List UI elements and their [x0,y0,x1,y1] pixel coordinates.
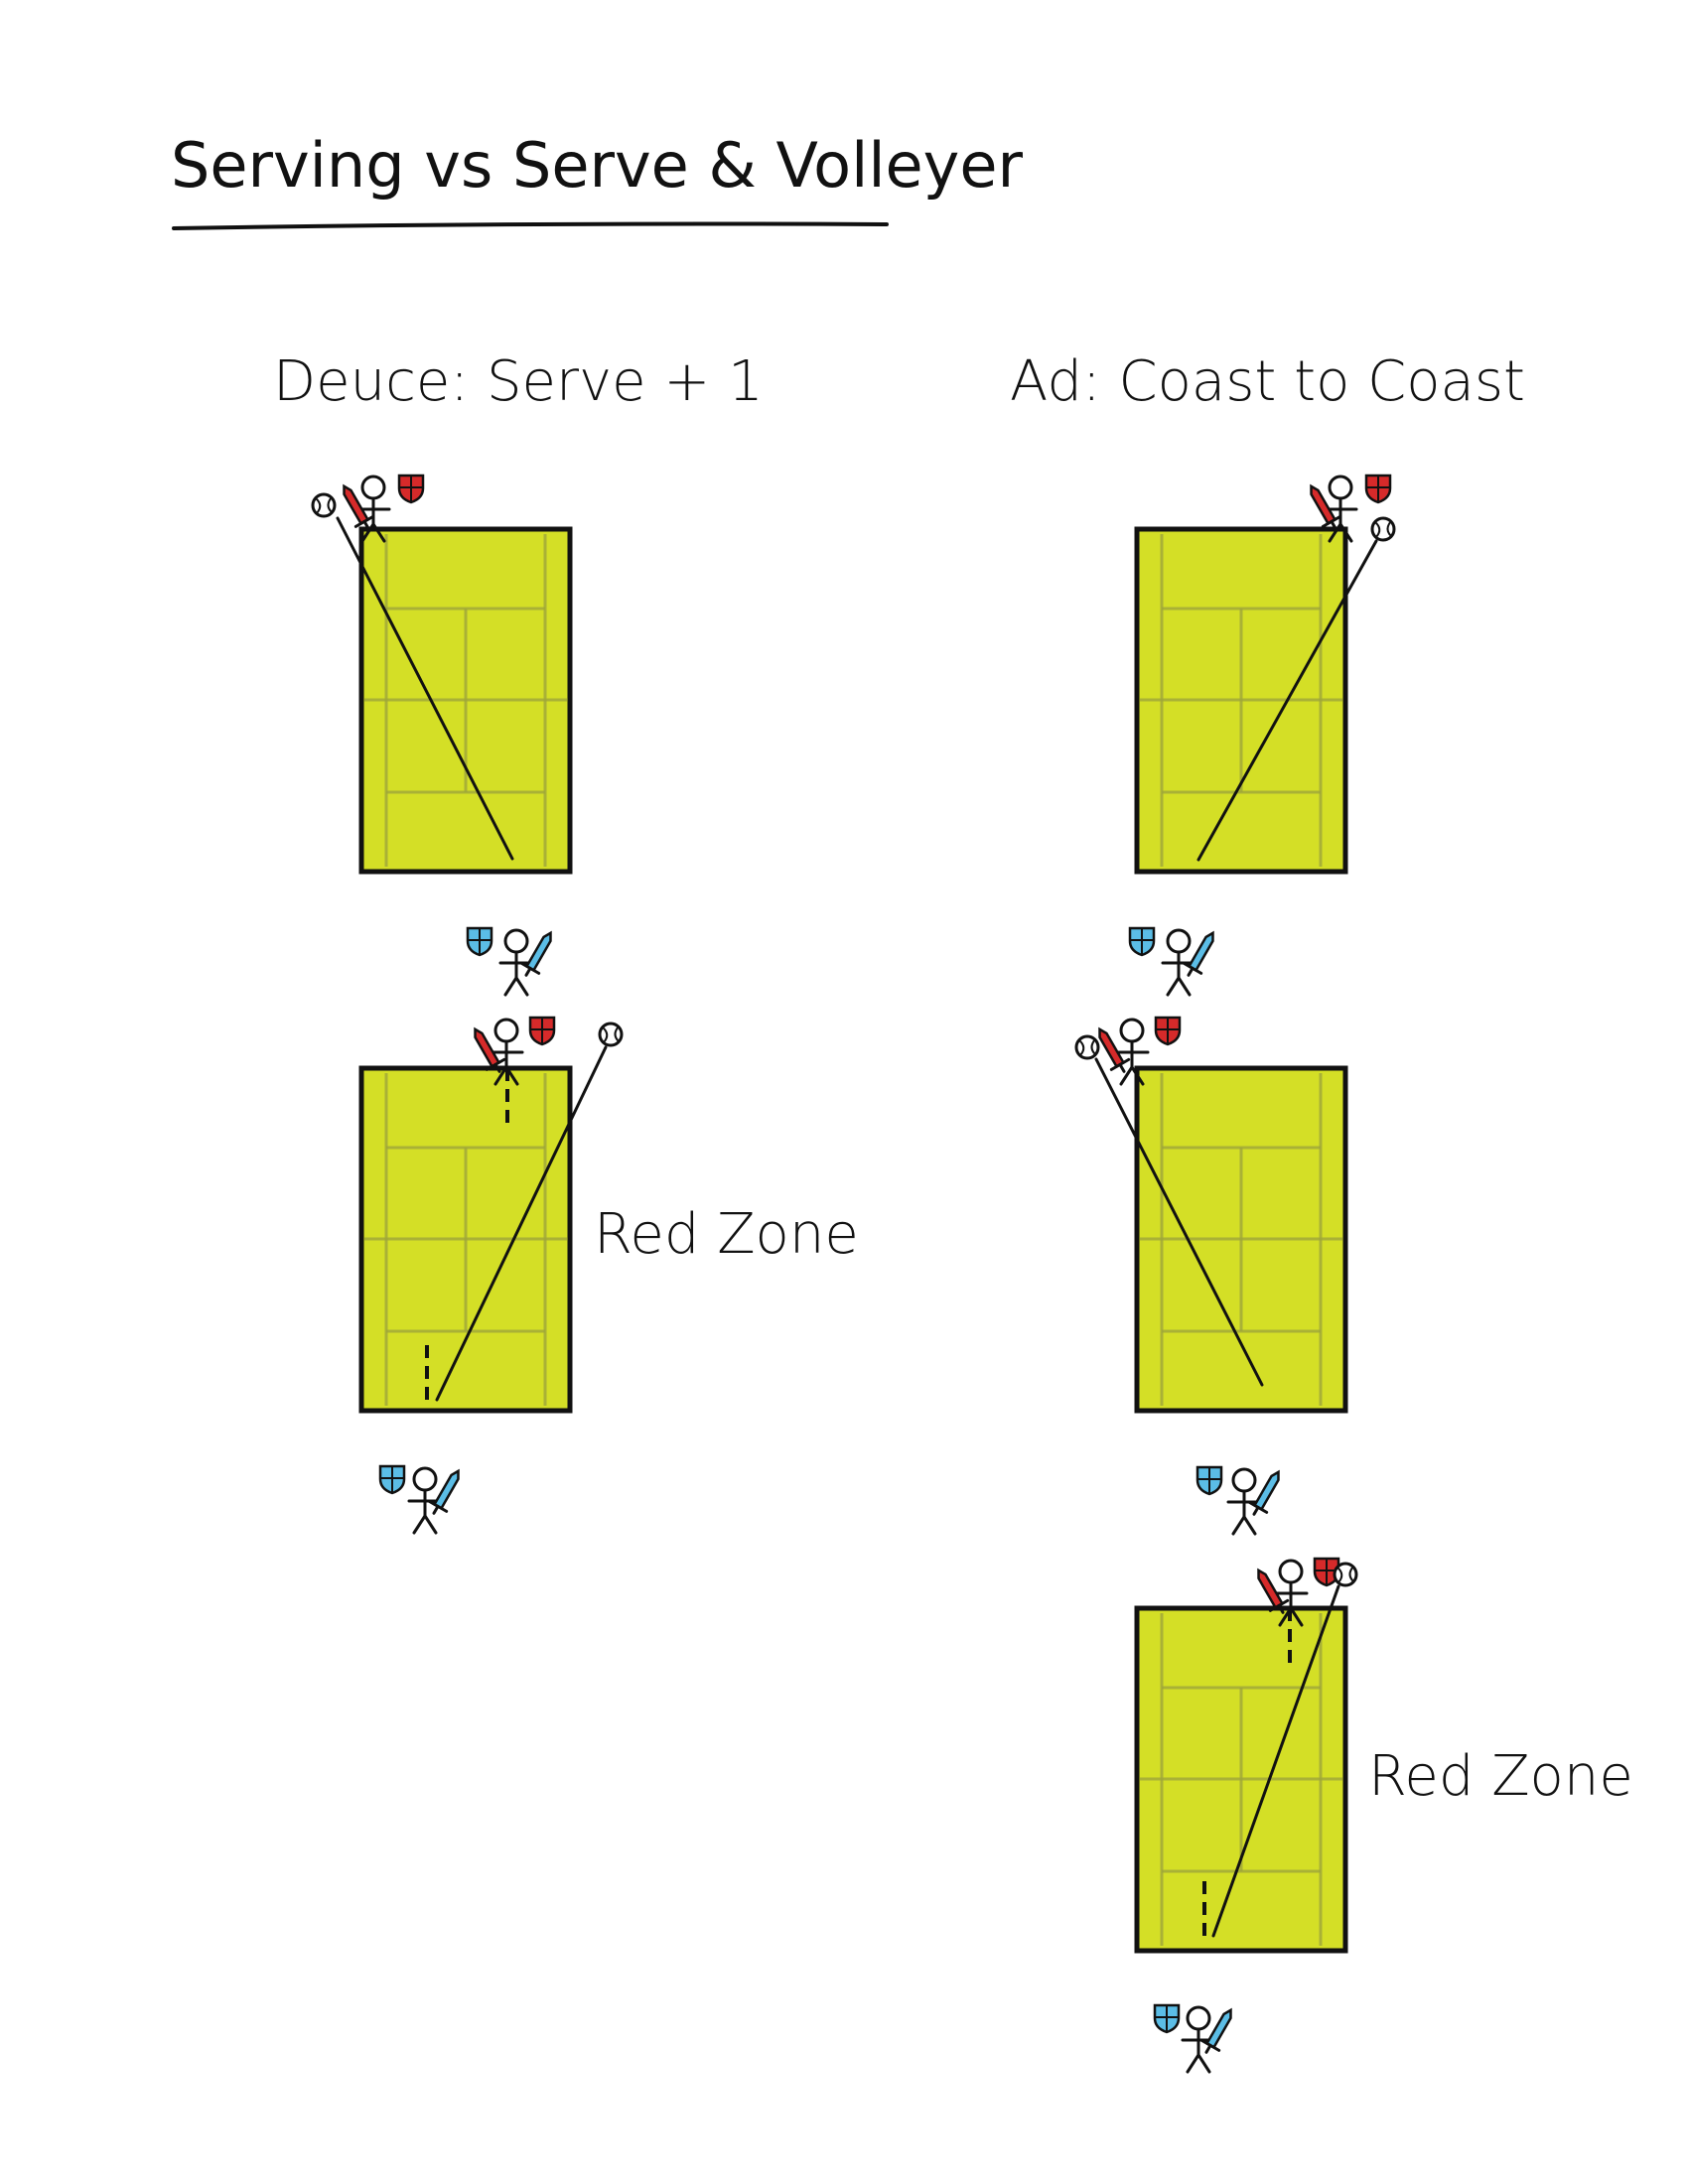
shield-icon [1196,1465,1223,1496]
shield-icon [397,474,425,504]
tennis-ball-icon [1074,1034,1100,1060]
shield-icon [1153,2003,1181,2034]
title-group: Serving vs Serve & Volleyer [171,129,1024,230]
ad-heading: Ad: Coast to Coast [1010,349,1525,414]
deuce-court-1 [311,474,570,997]
shield-icon [1154,1016,1182,1046]
shield-icon [1128,926,1156,957]
blue-receiver [378,1464,469,1535]
return-path [1211,1584,1340,1938]
ad-court-1 [1128,474,1396,997]
tennis-ball-icon [311,492,337,518]
blue-receiver [1128,926,1223,997]
red-zone-label: Red Zone [594,1202,859,1267]
serve-path [1196,539,1378,862]
serve-path [1094,1057,1264,1387]
page-title: Serving vs Serve & Volleyer [171,129,1024,202]
deuce-heading: Deuce: Serve + 1 [273,349,764,414]
ad-court-2 [1074,1016,1345,1536]
tennis-ball-icon [1333,1562,1358,1587]
serve-path [336,516,514,861]
shield-icon [1364,474,1392,504]
blue-receiver [1196,1465,1289,1536]
return-path [435,1045,608,1402]
blue-receiver [1153,2003,1241,2074]
tennis-ball-icon [598,1022,624,1047]
tennis-ball-icon [1370,516,1396,542]
shield-icon [528,1016,556,1046]
red-zone-label: Red Zone [1368,1744,1633,1809]
shield-icon [378,1464,406,1495]
deuce-court-2: Red Zone [361,1016,859,1535]
blue-receiver [466,926,561,997]
shield-icon [466,926,493,957]
title-underline [172,221,889,230]
ad-court-3: Red Zone [1137,1557,1633,2074]
